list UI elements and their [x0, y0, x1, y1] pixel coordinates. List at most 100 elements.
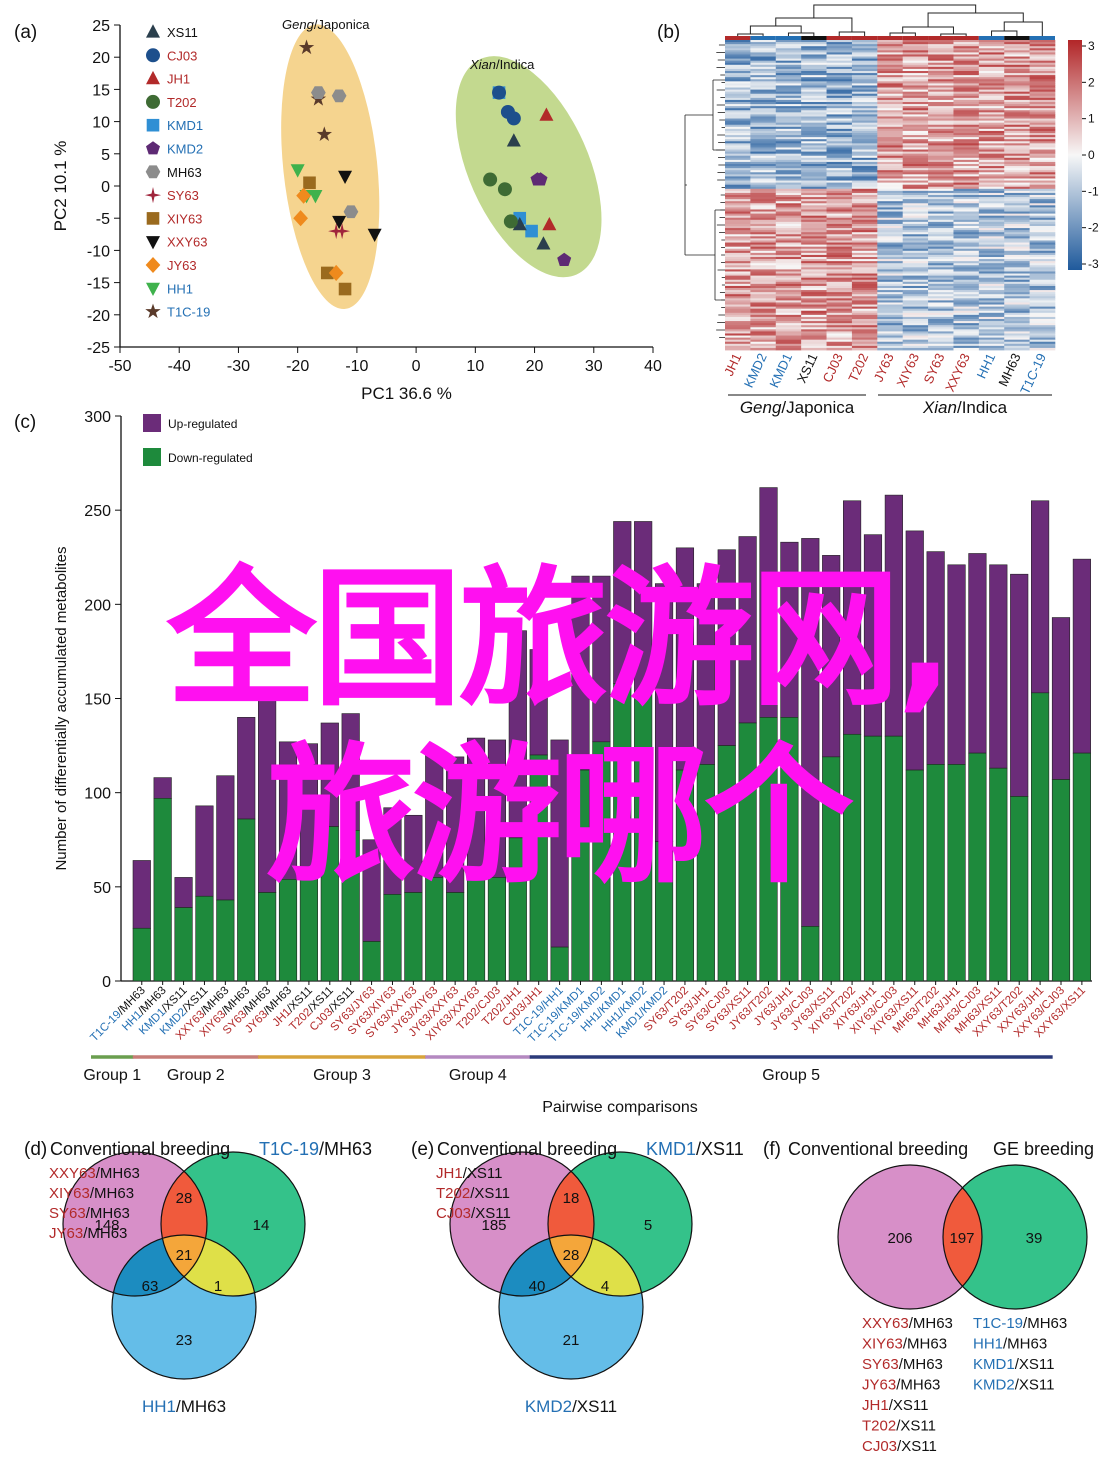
heatmap-cell: [928, 166, 954, 169]
heatmap-cell: [1004, 120, 1030, 124]
heatmap-cell: [801, 110, 827, 113]
heatmap-cell: [725, 56, 751, 59]
heatmap-cell: [953, 97, 980, 101]
heatmap-cell: [902, 261, 929, 264]
heatmap-cell: [928, 64, 954, 68]
heatmap-cell: [902, 246, 929, 250]
heatmap-cell: [750, 135, 777, 138]
heatmap-cell: [1029, 135, 1056, 138]
heatmap-cell: [801, 168, 827, 171]
heatmap-cell: [877, 73, 903, 76]
heatmap-cell: [826, 294, 853, 297]
heatmap-cell: [1004, 159, 1030, 163]
heatmap-cell: [775, 230, 802, 233]
heatmap-cell: [826, 213, 853, 217]
heatmap-cell: [801, 205, 827, 208]
heatmap-cell: [826, 207, 853, 210]
heatmap-cell: [877, 310, 903, 314]
venn-count-bc: 4: [601, 1278, 609, 1295]
heatmap-cell: [1004, 263, 1030, 266]
heatmap-cell: [928, 298, 954, 301]
heatmap-cell: [928, 333, 954, 336]
heatmap-cell: [725, 347, 751, 351]
heatmap-cell: [928, 267, 954, 270]
heatmap-cell: [877, 304, 903, 307]
x-tick-label: 30: [585, 358, 603, 375]
heatmap-cell: [775, 296, 802, 299]
heatmap-cell: [801, 294, 827, 297]
heatmap-cell: [775, 168, 802, 171]
heatmap-cell: [877, 230, 903, 233]
heatmap-cell: [851, 213, 878, 217]
scatter-point-xiy63: [320, 266, 334, 280]
heatmap-cell: [1029, 228, 1056, 231]
heatmap-cell: [1004, 217, 1030, 221]
heatmap-cell: [775, 151, 802, 155]
heatmap-cell: [801, 279, 827, 283]
heatmap-cell: [902, 161, 929, 165]
venn-outline: [942, 1164, 1088, 1310]
heatmap-cell: [750, 290, 777, 293]
heatmap-cell: [775, 248, 802, 252]
heatmap-cell: [725, 66, 751, 70]
heatmap-cell: [750, 242, 777, 245]
heatmap-cell: [826, 188, 853, 192]
heatmap-cell: [953, 257, 980, 260]
heatmap-cell: [953, 312, 980, 316]
heatmap-cell: [725, 283, 751, 287]
heatmap-cell: [851, 259, 878, 262]
heatmap-cell: [775, 259, 802, 262]
heatmap-cell: [953, 335, 980, 338]
heatmap-cell: [851, 40, 878, 43]
heatmap-cell: [877, 93, 903, 97]
column-label-kmd1: KMD1: [766, 351, 795, 390]
heatmap-cell: [801, 246, 827, 250]
heatmap-cell: [1029, 319, 1056, 322]
heatmap-cell: [953, 248, 980, 252]
heatmap-cell: [851, 306, 878, 310]
heatmap-cell: [953, 345, 980, 349]
heatmap-cell: [978, 263, 1005, 266]
heatmap-cell: [902, 250, 929, 254]
heatmap-cell: [928, 271, 954, 274]
heatmap-cell: [978, 310, 1005, 314]
heatmap-cell: [826, 221, 853, 225]
heatmap-cell: [1029, 60, 1056, 64]
heatmap-cell: [826, 226, 853, 229]
heatmap-cell: [851, 143, 878, 146]
heatmap-cell: [775, 271, 802, 274]
legend-marker-mh63: [145, 165, 161, 179]
heatmap-cell: [851, 145, 878, 148]
heatmap-cell: [775, 153, 802, 157]
heatmap-cell: [928, 124, 954, 128]
heatmap-cell: [775, 327, 802, 330]
heatmap-cell: [725, 230, 751, 233]
heatmap-cell: [953, 164, 980, 167]
heatmap-cell: [775, 77, 802, 80]
heatmap-cell: [801, 234, 827, 237]
heatmap-cell: [775, 145, 802, 148]
heatmap-cell: [1029, 281, 1056, 285]
heatmap-cell: [725, 257, 751, 260]
heatmap-cell: [1004, 265, 1030, 268]
heatmap-cell: [801, 52, 827, 55]
heatmap-cell: [877, 300, 903, 303]
venn-outline: [837, 1164, 983, 1310]
heatmap-cell: [801, 345, 827, 349]
heatmap-cell: [1029, 345, 1056, 349]
heatmap-cell: [775, 147, 802, 150]
heatmap-cell: [877, 83, 903, 86]
heatmap-cell: [801, 192, 827, 196]
heatmap-cell: [1029, 273, 1056, 276]
heatmap-cell: [851, 164, 878, 167]
column-color-bar: [1004, 36, 1030, 41]
heatmap-cell: [978, 283, 1005, 287]
heatmap-cell: [978, 331, 1005, 334]
heatmap-cell: [928, 118, 954, 121]
heatmap-cell: [775, 106, 802, 109]
heatmap-cell: [978, 112, 1005, 115]
heatmap-cell: [978, 219, 1005, 223]
heatmap-cell: [750, 89, 777, 93]
panel-label-f: (f): [763, 1139, 781, 1160]
legend-label-xiy63: XIY63: [167, 211, 202, 226]
